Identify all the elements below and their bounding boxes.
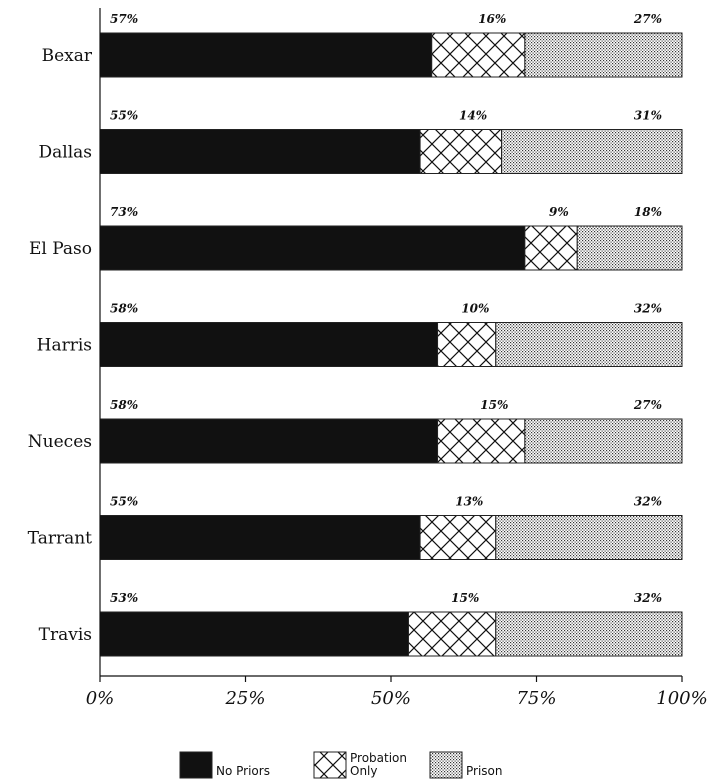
bar-harris-2 <box>437 322 497 367</box>
legend-swatch-2 <box>313 751 347 779</box>
x-tick-label-1: 0% <box>86 688 115 709</box>
x-tick-label-2: 25% <box>224 688 265 709</box>
data-label-nueces-2: 15% <box>480 398 508 412</box>
bar-nueces-3 <box>524 418 683 464</box>
bar-travis-3 <box>495 611 683 657</box>
category-label-dallas: Dallas <box>39 143 93 163</box>
legend-swatch-1 <box>179 751 213 779</box>
data-label-harris-1: 58% <box>110 302 138 316</box>
bar-harris-3 <box>495 322 683 367</box>
bar-tarrant-1 <box>99 515 421 560</box>
legend-label-1: No Priors <box>216 764 270 778</box>
category-label-el-paso: El Paso <box>29 239 92 259</box>
x-tick-label-3: 50% <box>371 688 411 709</box>
bar-dallas-2 <box>419 129 503 174</box>
data-label-dallas-3: 31% <box>634 109 662 123</box>
data-label-dallas-1: 55% <box>110 109 138 123</box>
bar-harris-1 <box>99 322 439 367</box>
data-label-dallas-2: 14% <box>459 109 487 123</box>
data-label-harris-3: 32% <box>634 302 662 316</box>
data-label-nueces-3: 27% <box>633 398 662 412</box>
bar-dallas-1 <box>99 129 421 174</box>
bar-travis-2 <box>407 611 497 657</box>
bar-el-paso-3 <box>576 225 683 271</box>
data-label-harris-2: 10% <box>461 302 489 316</box>
bar-el-paso-2 <box>524 225 578 271</box>
bar-travis-1 <box>99 611 409 657</box>
category-label-harris: Harris <box>37 336 92 356</box>
data-label-travis-3: 32% <box>634 591 662 605</box>
legend-label-2-line-1: Probation <box>350 751 407 765</box>
data-label-el-paso-2: 9% <box>549 205 569 219</box>
bar-tarrant-2 <box>419 515 497 560</box>
data-label-bexar-1: 57% <box>110 12 138 26</box>
bar-tarrant-3 <box>495 515 683 560</box>
category-label-tarrant: Tarrant <box>28 529 92 549</box>
data-label-tarrant-2: 13% <box>455 495 483 509</box>
legend-swatch-3 <box>429 751 463 779</box>
data-label-tarrant-1: 55% <box>110 495 138 509</box>
x-tick-label-5: 100% <box>656 688 707 709</box>
category-label-nueces: Nueces <box>28 432 92 452</box>
bar-nueces-1 <box>99 418 439 464</box>
category-label-bexar: Bexar <box>42 46 93 66</box>
bar-bexar-1 <box>99 32 433 78</box>
bar-bexar-2 <box>431 32 526 78</box>
data-label-el-paso-1: 73% <box>110 205 138 219</box>
x-tick-label-4: 75% <box>516 688 556 709</box>
data-label-tarrant-3: 32% <box>634 495 662 509</box>
bar-bexar-3 <box>524 32 683 78</box>
bar-el-paso-1 <box>99 225 526 271</box>
bar-nueces-2 <box>437 418 526 464</box>
data-label-nueces-1: 58% <box>110 398 138 412</box>
data-label-bexar-3: 27% <box>633 12 662 26</box>
data-label-el-paso-3: 18% <box>634 205 662 219</box>
data-label-travis-1: 53% <box>110 591 138 605</box>
legend-label-2-line-2: Only <box>350 764 378 778</box>
data-label-bexar-2: 16% <box>478 12 506 26</box>
data-label-travis-2: 15% <box>451 591 479 605</box>
category-label-travis: Travis <box>39 625 92 645</box>
bar-dallas-3 <box>501 129 683 174</box>
legend-label-3: Prison <box>466 764 503 778</box>
